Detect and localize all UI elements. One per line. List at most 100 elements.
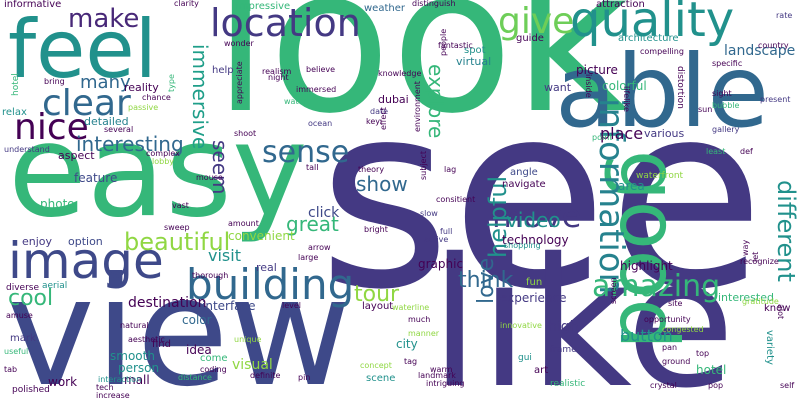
word: let <box>751 251 760 262</box>
word: work <box>48 375 78 389</box>
word: aspect <box>58 149 95 162</box>
word: amount <box>228 219 259 228</box>
word: lifelike <box>622 86 631 112</box>
word: mall <box>124 373 150 387</box>
word: move <box>492 197 582 235</box>
word: various <box>644 127 685 140</box>
word: impressive <box>236 1 291 12</box>
word: manner <box>408 329 440 338</box>
word: thorough <box>192 271 229 280</box>
word: variety <box>764 330 775 365</box>
word: active <box>424 235 449 244</box>
word: location <box>210 1 361 45</box>
word: effect <box>379 107 388 130</box>
word: unique <box>234 335 262 344</box>
word: theory <box>358 165 385 174</box>
word: complex <box>146 149 180 158</box>
word: photo <box>40 197 75 211</box>
word: navigate <box>502 179 546 190</box>
word: like <box>430 220 736 400</box>
word: water <box>284 97 307 106</box>
word: make <box>68 4 140 34</box>
word: bright <box>364 225 388 234</box>
word: smooth <box>110 349 155 363</box>
word: explore <box>424 64 448 139</box>
word: scene <box>366 373 396 384</box>
word: city <box>396 337 418 351</box>
word: highlight <box>620 259 673 273</box>
word: intriguing <box>426 379 465 388</box>
word: area <box>618 179 645 193</box>
word: least <box>706 147 726 156</box>
word: weather <box>364 3 405 14</box>
word: hotel <box>11 73 21 96</box>
word: architecture <box>618 33 679 44</box>
word: amazing <box>592 269 721 304</box>
word: full <box>440 227 453 236</box>
word: reality <box>124 81 159 94</box>
word: button <box>620 326 673 345</box>
word: able <box>555 33 770 150</box>
word: chance <box>142 93 171 102</box>
word: building <box>186 260 355 309</box>
word: gratitude <box>742 297 779 306</box>
word: pan <box>662 343 678 352</box>
word: bring <box>44 77 65 86</box>
word: frame <box>550 345 577 355</box>
word: waterfront <box>636 171 684 181</box>
word: click <box>308 205 340 221</box>
word: feel <box>8 3 157 96</box>
word: hotel <box>696 363 727 377</box>
word: layout <box>362 301 394 312</box>
word: realism <box>262 67 292 76</box>
word: experience <box>500 291 567 305</box>
word: shopping <box>504 241 541 250</box>
word: easy <box>8 97 308 246</box>
word: person <box>118 361 160 375</box>
word: attraction <box>596 0 645 10</box>
word: slow <box>420 209 438 218</box>
word: lobby <box>152 157 175 166</box>
word: interaction <box>98 375 142 384</box>
word: visual <box>232 357 273 373</box>
word: concept <box>360 361 392 370</box>
word: innovative <box>500 321 542 330</box>
word: interested <box>718 291 774 304</box>
word: date <box>370 107 389 116</box>
word: bubble <box>712 101 740 110</box>
word: alot <box>776 304 785 320</box>
word: seem <box>208 140 232 195</box>
word: landmark <box>418 371 456 380</box>
word: distortion <box>675 66 685 109</box>
word: level <box>282 301 302 310</box>
word: natural <box>120 321 149 330</box>
word: much <box>408 315 431 324</box>
word: come <box>200 353 228 364</box>
word: image <box>8 232 164 290</box>
word: shoot <box>234 129 257 138</box>
word: useful <box>4 347 29 356</box>
word: environment <box>413 81 422 132</box>
word: specific <box>712 59 743 68</box>
word: tall <box>306 163 319 172</box>
word: gallery <box>712 125 740 134</box>
word: colorful <box>602 79 647 93</box>
word: informative <box>4 0 62 10</box>
word: quality <box>570 0 735 48</box>
word: def <box>740 147 753 156</box>
word: virtual <box>456 55 492 68</box>
word: tour <box>354 282 400 307</box>
word: interface <box>202 299 256 313</box>
word: ocean <box>308 119 333 128</box>
word: place <box>600 124 644 143</box>
word: clear <box>42 83 131 124</box>
word: people <box>439 28 448 56</box>
word: way <box>741 239 750 256</box>
word: consitient <box>436 195 476 204</box>
word: option <box>68 235 103 248</box>
word: night <box>268 73 289 82</box>
word: aerial <box>42 281 68 291</box>
word: waterline <box>392 303 430 312</box>
word: screen <box>609 277 618 304</box>
